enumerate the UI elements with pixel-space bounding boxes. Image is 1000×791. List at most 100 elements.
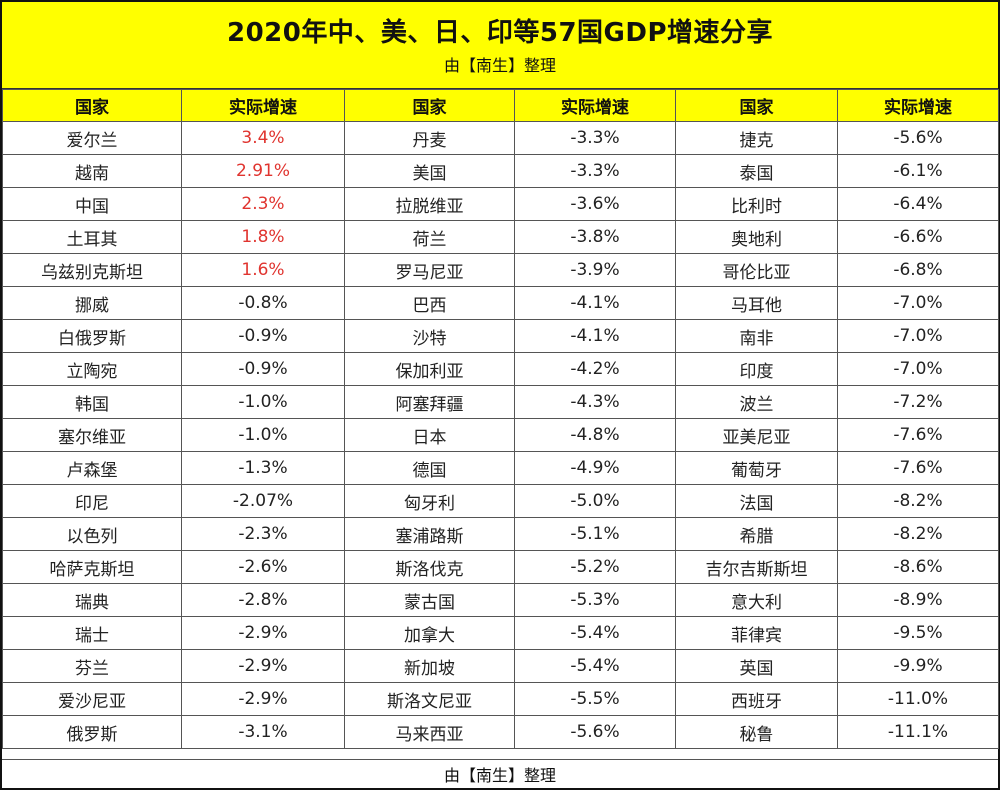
country-cell: 加拿大 (344, 616, 515, 650)
country-cell: 法国 (675, 484, 838, 518)
growth-rate-cell: 1.8% (181, 220, 345, 254)
growth-rate-cell: -4.8% (514, 418, 676, 452)
country-cell: 哈萨克斯坦 (2, 550, 182, 584)
country-cell: 斯洛文尼亚 (344, 682, 515, 716)
table-row: 印尼 -2.07% 匈牙利 -5.0% 法国 -8.2% (2, 484, 999, 518)
growth-rate-cell: -6.4% (837, 187, 999, 221)
growth-rate-cell: -3.3% (514, 121, 676, 155)
country-cell: 新加坡 (344, 649, 515, 683)
table-row: 瑞典 -2.8% 蒙古国 -5.3% 意大利 -8.9% (2, 583, 999, 617)
growth-rate-cell: -2.9% (181, 682, 345, 716)
header-country-3: 国家 (675, 89, 838, 122)
table-row: 以色列 -2.3% 塞浦路斯 -5.1% 希腊 -8.2% (2, 517, 999, 551)
country-cell: 印尼 (2, 484, 182, 518)
country-cell: 荷兰 (344, 220, 515, 254)
country-cell: 阿塞拜疆 (344, 385, 515, 419)
growth-rate-cell: -7.0% (837, 352, 999, 386)
growth-rate-cell: -9.5% (837, 616, 999, 650)
country-cell: 吉尔吉斯斯坦 (675, 550, 838, 584)
growth-rate-cell: -5.6% (837, 121, 999, 155)
table-row: 爱尔兰 3.4% 丹麦 -3.3% 捷克 -5.6% (2, 121, 999, 155)
country-cell: 马耳他 (675, 286, 838, 320)
table-row: 韩国 -1.0% 阿塞拜疆 -4.3% 波兰 -7.2% (2, 385, 999, 419)
growth-rate-cell: -1.0% (181, 418, 345, 452)
table-header-row: 国家 实际增速 国家 实际增速 国家 实际增速 (2, 89, 999, 122)
table-row: 越南 2.91% 美国 -3.3% 泰国 -6.1% (2, 154, 999, 188)
country-cell: 爱沙尼亚 (2, 682, 182, 716)
table-row: 立陶宛 -0.9% 保加利亚 -4.2% 印度 -7.0% (2, 352, 999, 386)
country-cell: 乌兹别克斯坦 (2, 253, 182, 287)
country-cell: 卢森堡 (2, 451, 182, 485)
country-cell: 丹麦 (344, 121, 515, 155)
country-cell: 土耳其 (2, 220, 182, 254)
growth-rate-cell: -2.8% (181, 583, 345, 617)
country-cell: 南非 (675, 319, 838, 353)
growth-rate-cell: -5.0% (514, 484, 676, 518)
country-cell: 日本 (344, 418, 515, 452)
table-row: 白俄罗斯 -0.9% 沙特 -4.1% 南非 -7.0% (2, 319, 999, 353)
country-cell: 泰国 (675, 154, 838, 188)
country-cell: 越南 (2, 154, 182, 188)
growth-rate-cell: -3.6% (514, 187, 676, 221)
table-row: 哈萨克斯坦 -2.6% 斯洛伐克 -5.2% 吉尔吉斯斯坦 -8.6% (2, 550, 999, 584)
footer-credit: 由【南生】整理 (2, 759, 998, 791)
country-cell: 秘鲁 (675, 715, 838, 749)
growth-rate-cell: -6.1% (837, 154, 999, 188)
growth-rate-cell: -8.6% (837, 550, 999, 584)
growth-rate-cell: -8.2% (837, 484, 999, 518)
page-title: 2020年中、美、日、印等57国GDP增速分享 (226, 18, 774, 48)
growth-rate-cell: -6.8% (837, 253, 999, 287)
country-cell: 希腊 (675, 517, 838, 551)
country-cell: 比利时 (675, 187, 838, 221)
header-growth-1: 实际增速 (181, 89, 345, 122)
country-cell: 奥地利 (675, 220, 838, 254)
growth-rate-cell: -5.4% (514, 616, 676, 650)
country-cell: 哥伦比亚 (675, 253, 838, 287)
country-cell: 葡萄牙 (675, 451, 838, 485)
growth-rate-cell: -0.8% (181, 286, 345, 320)
country-cell: 立陶宛 (2, 352, 182, 386)
growth-rate-cell: -3.8% (514, 220, 676, 254)
growth-rate-cell: -2.6% (181, 550, 345, 584)
country-cell: 斯洛伐克 (344, 550, 515, 584)
page-subtitle: 由【南生】整理 (443, 56, 556, 75)
country-cell: 巴西 (344, 286, 515, 320)
growth-rate-cell: -8.9% (837, 583, 999, 617)
growth-rate-cell: -5.3% (514, 583, 676, 617)
growth-rate-cell: -3.1% (181, 715, 345, 749)
country-cell: 挪威 (2, 286, 182, 320)
country-cell: 菲律宾 (675, 616, 838, 650)
growth-rate-cell: -1.0% (181, 385, 345, 419)
country-cell: 拉脱维亚 (344, 187, 515, 221)
country-cell: 白俄罗斯 (2, 319, 182, 353)
growth-rate-cell: 1.6% (181, 253, 345, 287)
growth-rate-cell: -8.2% (837, 517, 999, 551)
table-row: 卢森堡 -1.3% 德国 -4.9% 葡萄牙 -7.6% (2, 451, 999, 485)
country-cell: 蒙古国 (344, 583, 515, 617)
growth-rate-cell: -7.6% (837, 451, 999, 485)
growth-rate-cell: -7.2% (837, 385, 999, 419)
country-cell: 中国 (2, 187, 182, 221)
header-growth-3: 实际增速 (837, 89, 999, 122)
growth-rate-cell: -5.5% (514, 682, 676, 716)
growth-rate-cell: -7.0% (837, 319, 999, 353)
table-row: 挪威 -0.8% 巴西 -4.1% 马耳他 -7.0% (2, 286, 999, 320)
growth-rate-cell: -0.9% (181, 319, 345, 353)
table-row: 塞尔维亚 -1.0% 日本 -4.8% 亚美尼亚 -7.6% (2, 418, 999, 452)
growth-rate-cell: -4.3% (514, 385, 676, 419)
country-cell: 韩国 (2, 385, 182, 419)
growth-rate-cell: -11.0% (837, 682, 999, 716)
growth-rate-cell: -2.3% (181, 517, 345, 551)
growth-rate-cell: -4.2% (514, 352, 676, 386)
growth-rate-cell: 2.3% (181, 187, 345, 221)
country-cell: 罗马尼亚 (344, 253, 515, 287)
country-cell: 英国 (675, 649, 838, 683)
country-cell: 匈牙利 (344, 484, 515, 518)
title-block: 2020年中、美、日、印等57国GDP增速分享 由【南生】整理 (2, 2, 998, 89)
growth-rate-cell: -6.6% (837, 220, 999, 254)
country-cell: 塞尔维亚 (2, 418, 182, 452)
table-row: 土耳其 1.8% 荷兰 -3.8% 奥地利 -6.6% (2, 220, 999, 254)
gdp-growth-table: 国家 实际增速 国家 实际增速 国家 实际增速 爱尔兰 3.4% 丹麦 -3.3% 捷克… (2, 89, 999, 749)
country-cell: 爱尔兰 (2, 121, 182, 155)
country-cell: 芬兰 (2, 649, 182, 683)
